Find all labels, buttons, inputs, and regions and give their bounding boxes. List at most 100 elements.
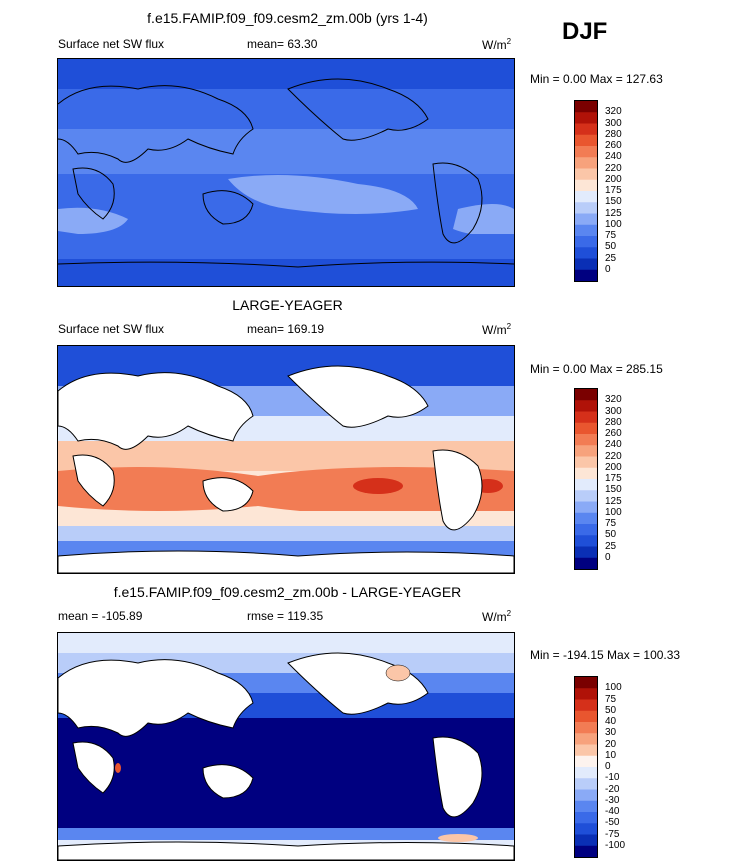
colorbar-tick-label: 20: [605, 738, 617, 750]
colorbar-swatch: [575, 422, 597, 435]
colorbar-swatch: [575, 191, 597, 203]
colorbar-tick-label: 175: [605, 185, 622, 196]
band-arctic: [58, 633, 514, 653]
colorbar-tick-label: 260: [605, 140, 622, 151]
colorbar-swatch: [575, 269, 597, 281]
colorbar-swatch: [575, 789, 597, 802]
colorbar-swatch: [575, 236, 597, 248]
panel-2-minmax: Min = 0.00 Max = 285.15: [530, 362, 663, 376]
colorbar-tick-label: 75: [605, 518, 617, 529]
colorbar-tick-label: 320: [605, 394, 622, 406]
colorbar-swatch: [575, 445, 597, 457]
colorbar-tick-label: 280: [605, 128, 622, 140]
band-southern-subtropics: [58, 467, 514, 515]
colorbar-tick-label: -75: [605, 828, 620, 840]
colorbar-swatch: [575, 755, 597, 768]
band-south-mid: [58, 234, 514, 259]
band-north-mid: [58, 89, 514, 129]
colorbar-tick-label: 100: [605, 218, 622, 230]
colorbar-swatch: [575, 258, 597, 271]
panel-1-center-label: mean= 63.30: [247, 37, 318, 51]
colorbar-swatch: [575, 823, 597, 835]
colorbar-swatch: [575, 501, 597, 514]
colorbar-swatch: [575, 845, 597, 857]
colorbar-tick-label: 125: [605, 207, 622, 219]
band-antarctic: [58, 259, 514, 286]
colorbar-swatch: [575, 146, 597, 158]
colorbar-swatch: [575, 733, 597, 745]
positive-anomaly-madagascar: [115, 763, 121, 773]
colorbar-tick-label: 25: [605, 540, 617, 552]
colorbar-tick-label: 100: [605, 506, 622, 518]
colorbar-swatch: [575, 722, 597, 734]
colorbar-swatch: [575, 778, 597, 790]
panel-3-colorbar: [574, 676, 598, 858]
colorbar-tick-label: 50: [605, 704, 617, 716]
colorbar-tick-label: 300: [605, 117, 622, 129]
colorbar-swatch: [575, 535, 597, 547]
colorbar-swatch: [575, 400, 597, 412]
colorbar-swatch: [575, 202, 597, 214]
panel-3-title: f.e15.FAMIP.f09_f09.cesm2_zm.00b - LARGE…: [113, 584, 462, 600]
panel-1-map: [57, 58, 515, 287]
colorbar-tick-label: 40: [605, 716, 617, 727]
panel-1-units: W/m2: [482, 37, 512, 52]
colorbar-tick-label: -20: [605, 783, 620, 795]
colorbar-tick-label: 150: [605, 196, 622, 208]
colorbar-tick-label: -100: [605, 839, 626, 851]
colorbar-tick-label: 200: [605, 461, 622, 473]
colorbar-swatch: [575, 800, 597, 813]
band-indian-high: [58, 207, 128, 234]
colorbar-swatch: [575, 479, 597, 491]
colorbar-swatch: [575, 101, 597, 113]
colorbar-swatch: [575, 834, 597, 847]
colorbar-swatch: [575, 699, 597, 712]
colorbar-swatch: [575, 467, 597, 480]
colorbar-tick-label: -40: [605, 806, 620, 817]
colorbar-swatch: [575, 112, 597, 124]
panel-3-map: [57, 632, 515, 861]
colorbar-tick-label: 25: [605, 252, 617, 264]
colorbar-swatch: [575, 157, 597, 169]
colorbar-tick-label: 175: [605, 473, 622, 484]
colorbar-swatch: [575, 134, 597, 147]
band-atlantic-high: [453, 204, 514, 236]
colorbar-tick-label: -10: [605, 772, 620, 784]
colorbar-swatch: [575, 389, 597, 401]
colorbar-tick-label: 30: [605, 727, 617, 739]
colorbar-swatch: [575, 677, 597, 689]
colorbar-swatch: [575, 168, 597, 181]
land-masses: [58, 652, 514, 860]
panel-2-map: [57, 345, 515, 574]
colorbar-tick-label: 0: [605, 263, 611, 275]
panel-3-units: W/m2: [482, 609, 512, 624]
colorbar-swatch: [575, 411, 597, 424]
band-arctic: [58, 59, 514, 89]
band-southern-ocean: [58, 526, 514, 541]
panel-1-title: f.e15.FAMIP.f09_f09.cesm2_zm.00b (yrs 1-…: [147, 10, 428, 26]
colorbar-tick-label: 50: [605, 241, 617, 253]
colorbar-swatch: [575, 490, 597, 502]
colorbar-swatch: [575, 767, 597, 779]
colorbar-swatch: [575, 512, 597, 525]
colorbar-swatch: [575, 224, 597, 237]
colorbar-swatch: [575, 123, 597, 136]
colorbar-tick-label: -50: [605, 817, 620, 829]
colorbar-swatch: [575, 688, 597, 700]
positive-anomaly-north-america: [385, 664, 411, 682]
colorbar-swatch: [575, 812, 597, 824]
colorbar-tick-label: 125: [605, 495, 622, 507]
colorbar-tick-label: 50: [605, 529, 617, 541]
colorbar-swatch: [575, 247, 597, 259]
colorbar-tick-label: 220: [605, 450, 622, 462]
colorbar-swatch: [575, 434, 597, 446]
colorbar-tick-label: 220: [605, 162, 622, 174]
colorbar-tick-label: 240: [605, 439, 622, 451]
colorbar-swatch: [575, 213, 597, 226]
colorbar-tick-label: 10: [605, 749, 617, 761]
panel-2-left-label: Surface net SW flux: [58, 322, 165, 336]
max-core-pacific: [353, 478, 403, 494]
colorbar-tick-label: 100: [605, 682, 622, 694]
panel-3-minmax: Min = -194.15 Max = 100.33: [530, 648, 681, 662]
colorbar-swatch: [575, 546, 597, 559]
